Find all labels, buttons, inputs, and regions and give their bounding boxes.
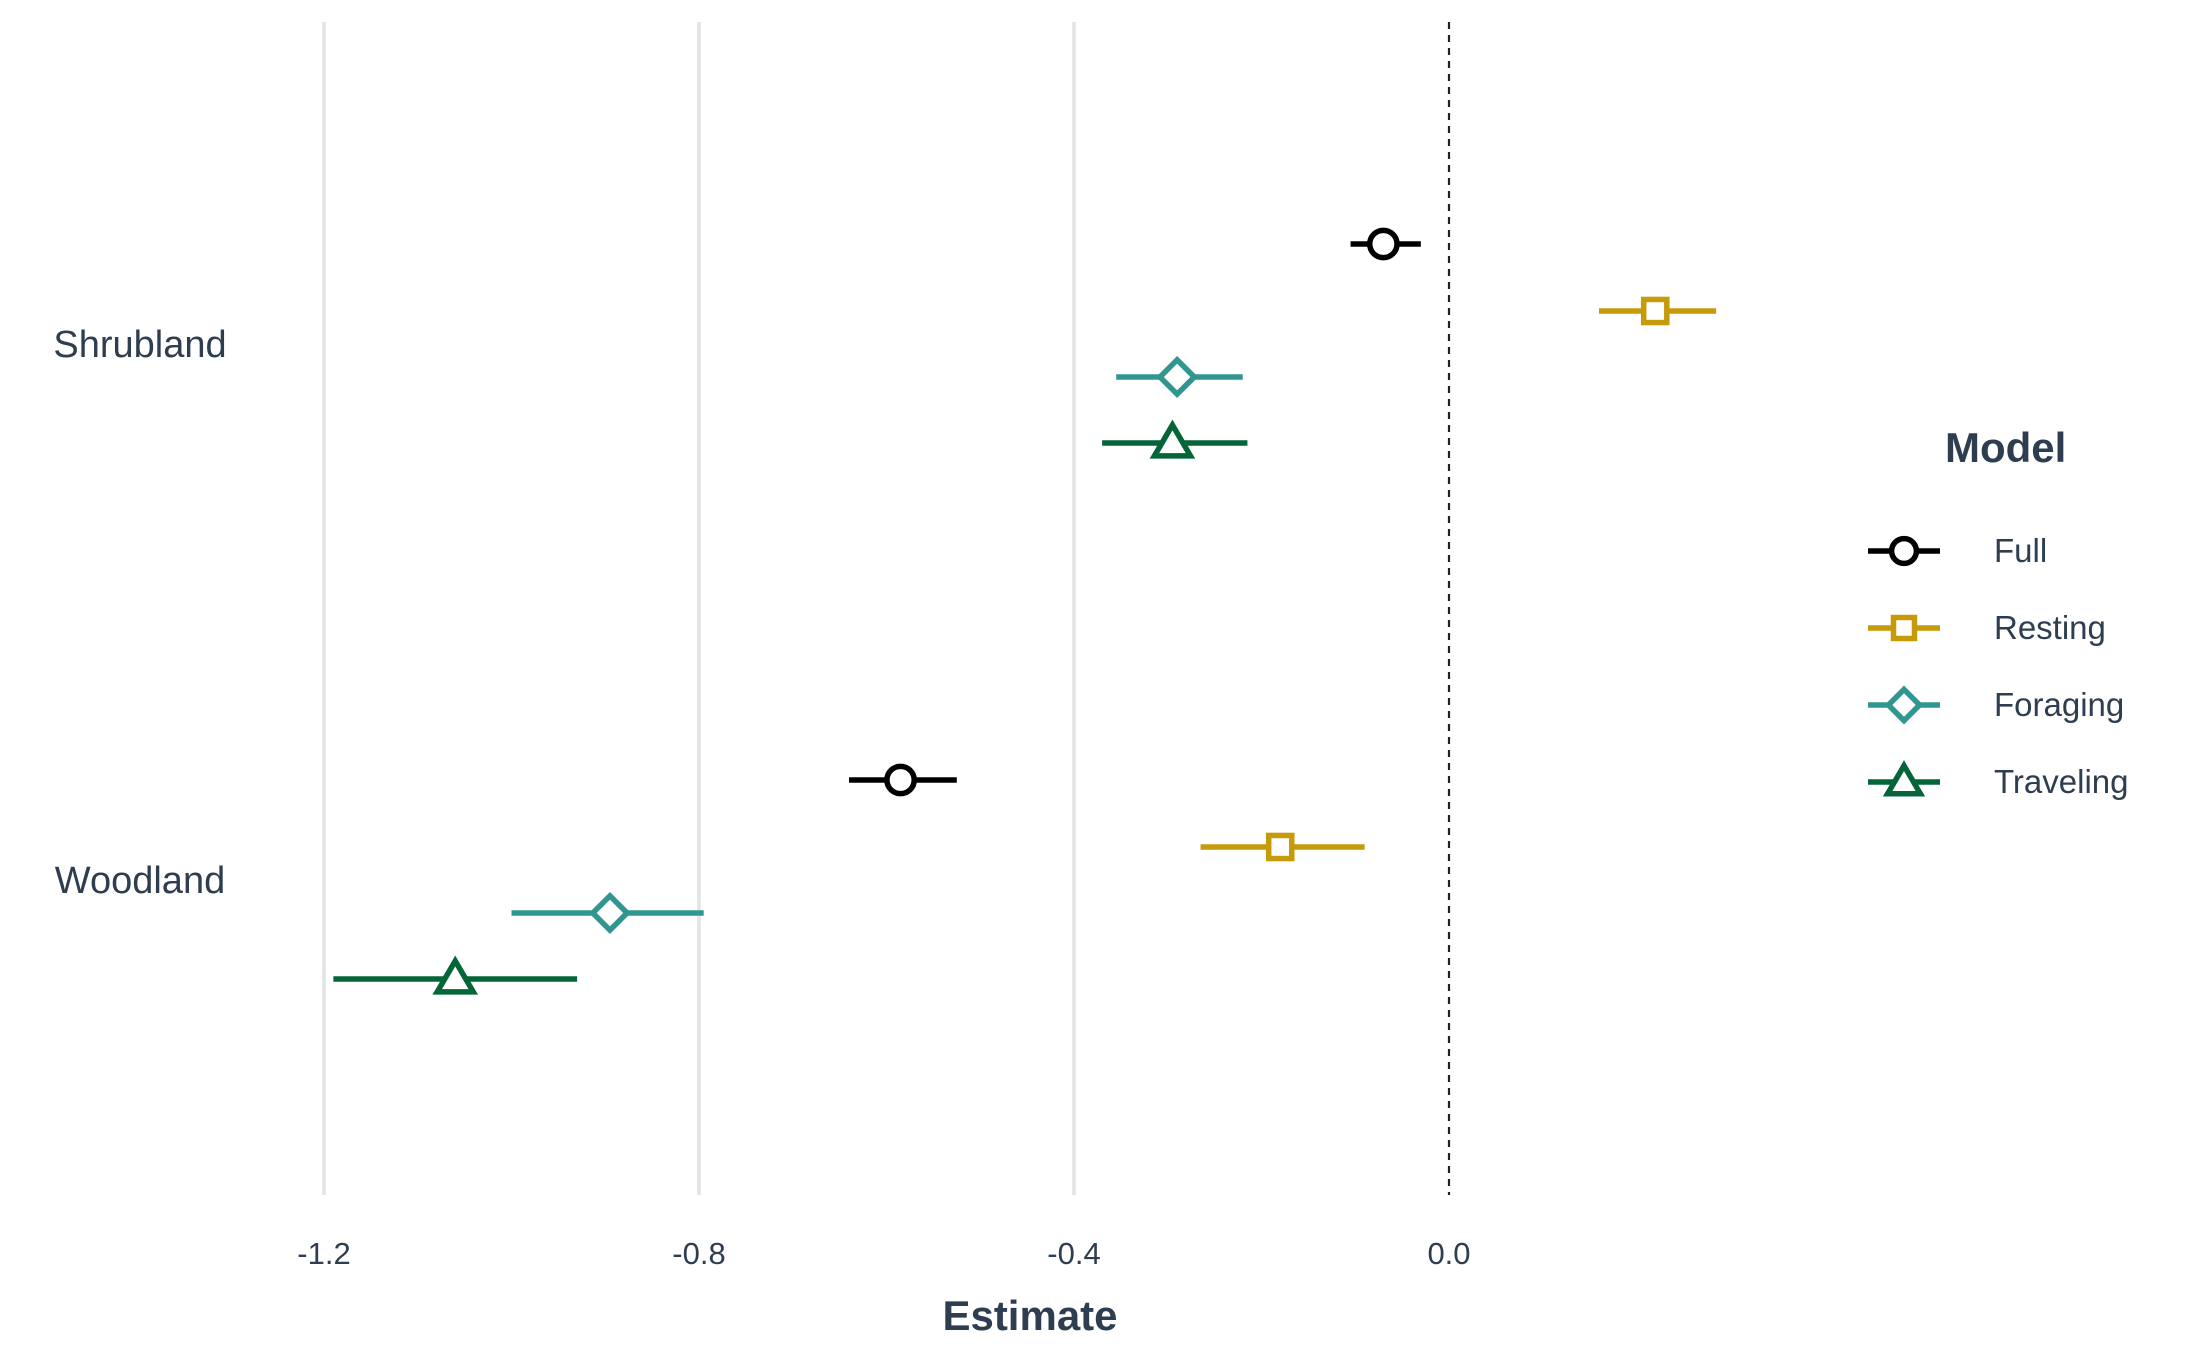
x-tick-labels: -1.2 -0.8 -0.4 0.0 [297, 1236, 1470, 1271]
legend-items: Full Resting Foraging Traveling [1868, 532, 2129, 800]
legend-title: Model [1945, 424, 2066, 471]
x-axis-title: Estimate [942, 1292, 1117, 1339]
x-tick-label: -1.2 [297, 1236, 350, 1271]
point-marker [1156, 355, 1199, 399]
point-marker [432, 955, 479, 995]
error-bars [333, 241, 1717, 982]
x-tick-label: -0.4 [1047, 1236, 1100, 1271]
legend-label: Foraging [1994, 686, 2124, 723]
point-markers [432, 227, 1670, 995]
point-marker [588, 891, 631, 935]
legend-label: Traveling [1994, 763, 2129, 800]
legend-label: Resting [1994, 609, 2106, 646]
point-marker [1640, 296, 1670, 326]
legend-key-marker [1890, 614, 1918, 642]
legend-key-marker [1888, 535, 1920, 567]
legend-key-marker [1884, 685, 1924, 725]
grid-lines [322, 22, 1076, 1195]
y-category-label: Shrubland [53, 324, 226, 366]
point-marker [1366, 227, 1400, 261]
point-marker [884, 763, 917, 797]
legend-key-marker [1882, 760, 1926, 797]
x-tick-label: -0.8 [672, 1236, 725, 1271]
point-marker [1149, 419, 1196, 459]
legend-label: Full [1994, 532, 2047, 569]
y-category-labels: Shrubland Woodland [53, 324, 226, 902]
y-category-label: Woodland [55, 860, 225, 902]
point-marker [1265, 832, 1295, 862]
legend: Model Full Resting Foraging Traveling [1868, 424, 2129, 800]
x-tick-label: 0.0 [1427, 1236, 1470, 1271]
